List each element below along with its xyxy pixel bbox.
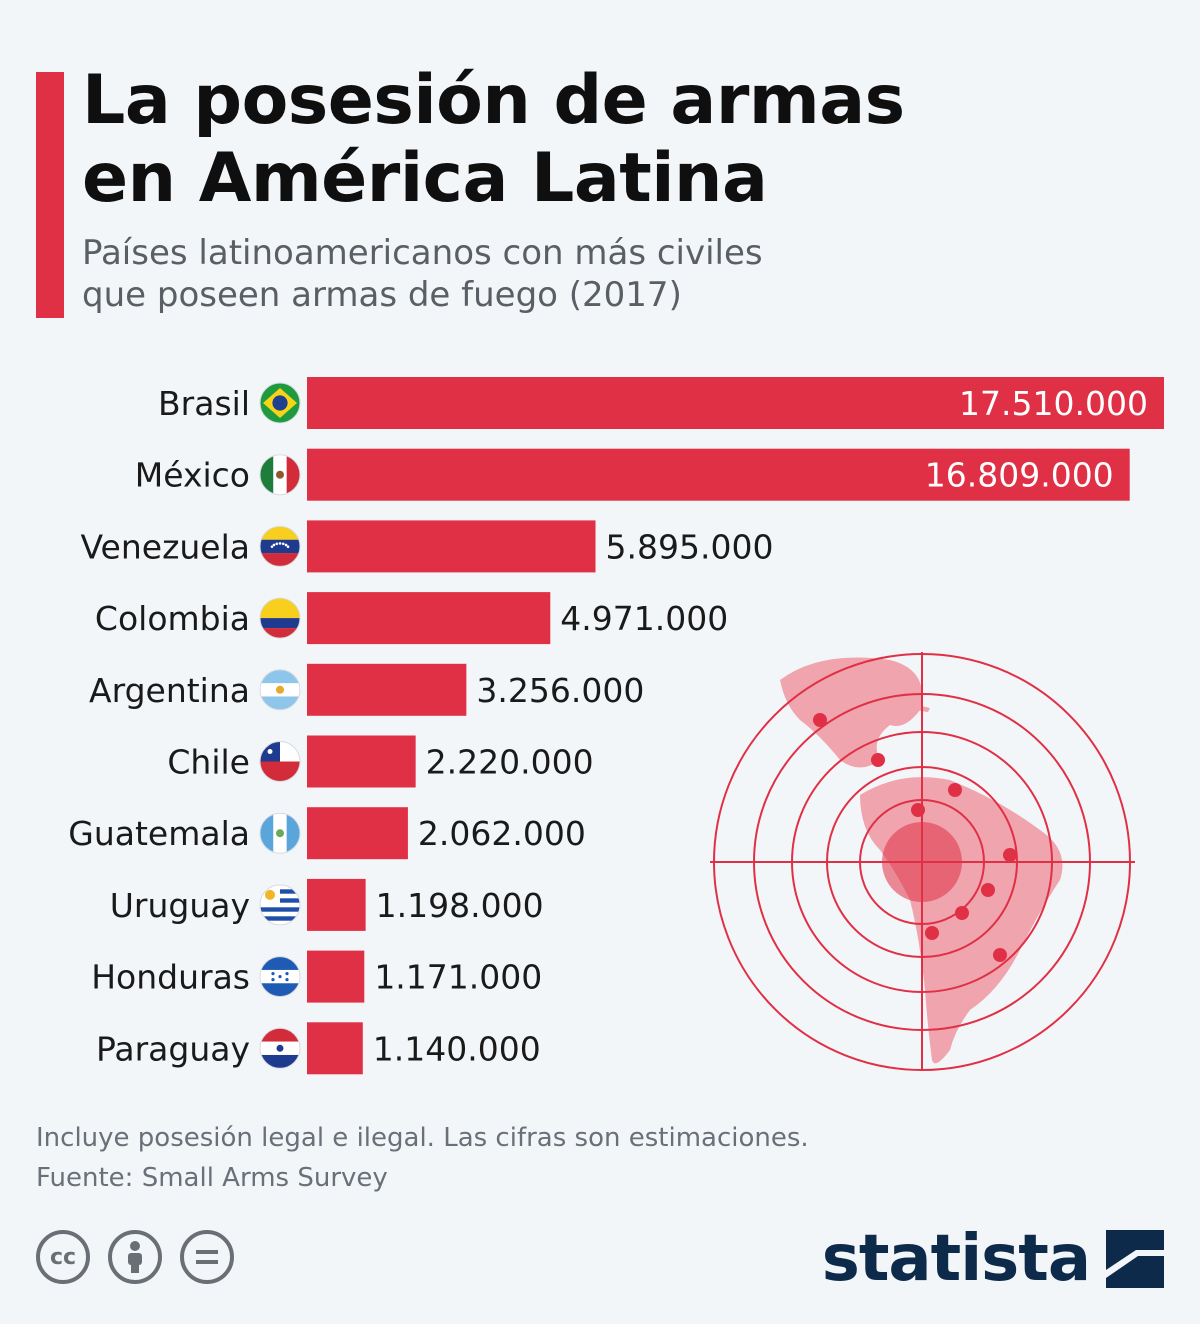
data-label: 3.256.000 — [476, 671, 644, 710]
uruguay-flag-icon — [259, 884, 301, 926]
category-label: Paraguay — [96, 1029, 250, 1068]
latin-america-target-map-icon — [710, 652, 1135, 1071]
title-line-2: en América Latina — [82, 139, 768, 218]
data-label: 1.198.000 — [376, 886, 544, 925]
data-label: 5.895.000 — [606, 527, 774, 566]
subtitle-line-1: Países latinoamericanos con más civiles — [82, 233, 763, 273]
mexico-flag-icon — [259, 454, 301, 496]
cc-icon[interactable]: cc — [36, 1230, 90, 1284]
argentina-flag-icon — [259, 669, 301, 711]
attribution-icon[interactable] — [108, 1230, 162, 1284]
category-label: Chile — [167, 743, 250, 782]
subtitle-line-2: que poseen armas de fuego (2017) — [82, 275, 682, 315]
footnote-note: Incluye posesión legal e ilegal. Las cif… — [36, 1123, 809, 1153]
brazil-flag-icon — [259, 382, 301, 424]
data-label: 2.220.000 — [426, 743, 594, 782]
bar — [307, 663, 467, 716]
venezuela-flag-icon — [259, 525, 301, 567]
bar — [307, 520, 596, 573]
license-icons: cc — [36, 1230, 234, 1284]
colombia-flag-icon — [259, 597, 301, 639]
category-label: Venezuela — [81, 527, 250, 566]
category-label: México — [135, 456, 250, 495]
bar — [307, 448, 1130, 501]
bar — [307, 807, 408, 860]
bar-chart: Brasil 17.510.000 México 16.809.000 Venezuel… — [68, 377, 1164, 1075]
bar — [307, 377, 1164, 429]
chart-title: La posesión de armas en América Latina — [82, 62, 905, 218]
bar — [307, 878, 366, 931]
honduras-flag-icon — [259, 956, 301, 998]
paraguay-flag-icon — [259, 1027, 301, 1069]
data-label: 2.062.000 — [418, 814, 586, 853]
accent-bar — [36, 72, 64, 318]
bar — [307, 735, 416, 788]
category-label: Guatemala — [68, 814, 250, 853]
brand-name: statista — [821, 1222, 1091, 1296]
data-label: 4.971.000 — [560, 599, 728, 638]
bar — [307, 1022, 363, 1075]
data-label: 16.809.000 — [925, 456, 1114, 495]
category-label: Argentina — [89, 671, 250, 710]
chart-subtitle: Países latinoamericanos con más civiles … — [82, 232, 763, 316]
category-label: Uruguay — [110, 886, 250, 925]
no-derivatives-icon[interactable] — [180, 1230, 234, 1284]
statista-mark-icon — [1106, 1230, 1164, 1288]
category-label: Colombia — [95, 599, 250, 638]
brand-logo[interactable]: statista — [822, 1222, 1164, 1296]
data-label: 1.171.000 — [374, 958, 542, 997]
title-line-1: La posesión de armas — [82, 61, 905, 140]
data-label: 17.510.000 — [959, 384, 1148, 423]
chile-flag-icon — [259, 741, 301, 782]
bar — [307, 950, 365, 1003]
map-caribbean-shape — [880, 703, 930, 712]
guatemala-flag-icon — [259, 812, 301, 854]
category-label: Honduras — [91, 958, 250, 997]
map-markers — [813, 713, 1017, 962]
category-label: Brasil — [158, 384, 250, 423]
footnote: Incluye posesión legal e ilegal. Las cif… — [36, 1118, 809, 1198]
data-label: 1.140.000 — [373, 1029, 541, 1068]
map-north-shape — [780, 657, 922, 768]
bar — [307, 592, 551, 645]
footnote-source: Fuente: Small Arms Survey — [36, 1163, 388, 1193]
